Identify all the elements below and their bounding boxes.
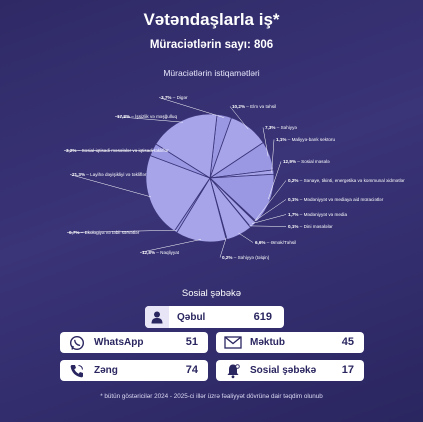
slice-label-m-d-niyy-t-v-media: 1,7% – Mədəniyyət və media (288, 212, 347, 217)
page-title: Vətəndaşlarla iş* (143, 10, 280, 29)
leader-line (271, 139, 275, 173)
leader-line (252, 214, 287, 224)
leader-line (238, 232, 254, 243)
slice-label-s-naye-tikinti-energetika-v-kommunal-xidm-tl-r: 0,2% – Sənaye, tikinti, energetika və ko… (288, 178, 405, 183)
qebul-label: Qəbul (177, 311, 206, 323)
slice-label-s-hiyy: 7,3% – Səhiyyə (265, 125, 297, 130)
slice-label-m-d-niyy-t-v-mediaya-aid-muraci-tl-r: 0,1% – Mədəniyyət və mediaya aid müraciə… (288, 197, 384, 202)
whatsapp-card: WhatsApp 51 (60, 332, 208, 353)
slice-label-elm-v-t-hsil: 10,2% – Elm və təhsil (232, 104, 276, 109)
slice-label-ekologiya-v-t-bii-s-rv-tl-r: 0,7% – Ekologiya və təbii sərvətlər (69, 230, 140, 235)
pie-slice-layih-d-yisikliyi-v-t-klifl-r (145, 154, 211, 232)
bell-icon (222, 363, 244, 379)
chart-title: Müraciətlərin istiqamətləri (163, 68, 260, 78)
whatsapp-label: WhatsApp (94, 337, 144, 348)
zang-card: Zəng 74 (60, 360, 208, 381)
zang-value: 74 (185, 364, 198, 376)
leader-line (114, 116, 184, 123)
leader-line (229, 106, 249, 130)
leader-line (69, 174, 152, 198)
zang-label: Zəng (94, 365, 118, 376)
page-subtitle: Müraciətlərin sayı: 806 (149, 39, 274, 51)
leader-line (254, 180, 287, 221)
slice-label-sosial-m-s-l: 12,9% – Sosial məsələ (283, 159, 330, 164)
maktub-card: Məktub 45 (216, 332, 364, 353)
whatsapp-icon (66, 335, 88, 351)
leader-line (262, 127, 269, 157)
slice-label-m-k-t-hsil: 6,6% – Əmək/Təhsil (255, 240, 296, 245)
slice-label-n-qliyyat: 12,8% – Nəqliyyat (142, 250, 180, 255)
slice-label-layih-d-yisikliyi-v-t-klifl-r: 21,3% – Layihə dəyişikliyi və təkliflər (72, 172, 147, 177)
sosial-sebeke-value: 17 (341, 364, 354, 376)
maktub-value: 45 (341, 336, 354, 348)
whatsapp-value: 51 (185, 336, 198, 348)
slice-label-dig-r: 3,7% – Digər (161, 95, 188, 100)
slice-label-s-hiyy-t-lqin: 0,2% – Səhiyyə (təlqin) (222, 255, 270, 260)
leader-line (66, 229, 177, 233)
leader-line (254, 199, 287, 222)
slice-label-sosial-iqtisadi-m-s-l-l-r-v-iqtisadi-t-klifl-r: 3,2% – Sosial-iqtisadi məsələlər və iqti… (66, 148, 169, 153)
leader-line (158, 97, 224, 118)
maktub-label: Məktub (250, 337, 285, 348)
sosial-sebeke-label: Sosial şəbəkə (250, 365, 317, 376)
pie-chart: 3,7% – Digər 10,2% – Elm və təhsil 7,3% – … (66, 95, 405, 260)
qebul-value: 619 (253, 311, 272, 323)
leader-line (139, 239, 202, 253)
slice-label-dini-m-s-l-l-r: 0,1% – Dini məsələlər (288, 224, 333, 229)
sosial-sebeke-card: Sosial şəbəkə 17 (216, 360, 364, 381)
phone-icon (66, 363, 88, 379)
footnote: * bütün göstəricilər 2024 - 2025-ci illə… (100, 393, 323, 400)
leader-line (268, 161, 282, 200)
social-section-title: Sosial şəbəkə (181, 288, 242, 299)
qebul-card: Qəbul 619 (145, 306, 284, 328)
slice-label-maliyy-bank-sektoru: 1,1% – Maliyyə-bank sektoru (276, 137, 335, 142)
envelope-icon (222, 336, 244, 349)
user-icon (145, 306, 169, 328)
slice-label-issizlik-v-m-sgulluq: 17,8% – İşsizlik və məşğulluq (117, 113, 177, 119)
leader-line (249, 225, 287, 227)
leader-line (219, 237, 227, 258)
